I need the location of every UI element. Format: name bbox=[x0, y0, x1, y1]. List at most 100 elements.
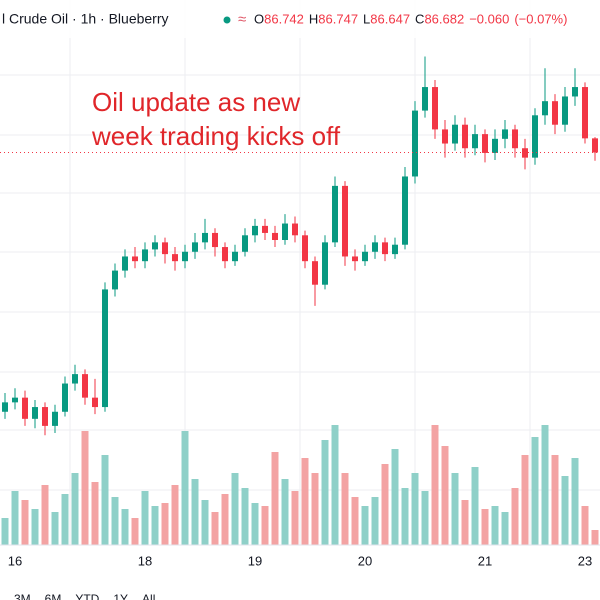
volume-bar bbox=[41, 485, 49, 545]
candle-body bbox=[452, 124, 458, 144]
volume-bar bbox=[441, 446, 449, 545]
volume-bar bbox=[21, 500, 29, 545]
candle-body bbox=[212, 232, 218, 248]
candle-body bbox=[552, 101, 558, 125]
volume-bar bbox=[461, 500, 469, 545]
volume-bar bbox=[91, 482, 99, 545]
volume-bar bbox=[81, 431, 89, 545]
volume-bar bbox=[541, 425, 549, 545]
annotation: Oil update as new bbox=[92, 87, 300, 117]
volume-bar bbox=[261, 506, 269, 545]
candle-body bbox=[312, 261, 318, 285]
volume-bar bbox=[421, 491, 429, 545]
volume-bar bbox=[551, 455, 559, 545]
candle-body bbox=[582, 87, 588, 139]
change: −0.060 bbox=[469, 11, 509, 26]
range-button[interactable]: 3M bbox=[14, 592, 31, 600]
volume-bar bbox=[1, 518, 9, 545]
candle-body bbox=[412, 110, 418, 177]
volume-bar bbox=[141, 491, 149, 545]
volume-bar bbox=[121, 509, 129, 545]
volume-bar bbox=[281, 479, 289, 545]
candle-body bbox=[282, 223, 288, 240]
volume-bar bbox=[471, 467, 479, 545]
candle-body bbox=[92, 397, 98, 408]
volume-bar bbox=[301, 458, 309, 545]
volume-bar bbox=[481, 509, 489, 545]
range-button[interactable]: YTD bbox=[75, 592, 99, 600]
candle-body bbox=[492, 138, 498, 153]
header-bg bbox=[0, 0, 600, 38]
candle-body bbox=[332, 185, 338, 243]
legend-value: 86.742 bbox=[264, 11, 304, 26]
candle-body bbox=[532, 115, 538, 158]
volume-bar bbox=[391, 449, 399, 545]
volume-bar bbox=[101, 455, 109, 545]
volume-bar bbox=[241, 488, 249, 545]
ohlc-legend: O 86.742 H 86.747 L 86.647 C 86.682 −0.060 (−0.07… bbox=[254, 11, 567, 26]
x-axis: 16 18 19 20 21 23 bbox=[8, 553, 592, 568]
volume-bar bbox=[221, 494, 229, 545]
candle-body bbox=[272, 232, 278, 240]
range-buttons: 3M 6M YTD 1Y All bbox=[14, 592, 155, 600]
volume-bar bbox=[371, 497, 379, 545]
volume-bar bbox=[111, 497, 119, 545]
legend-key: C bbox=[415, 11, 424, 26]
volume-bar bbox=[71, 473, 79, 545]
range-button[interactable]: 1Y bbox=[113, 592, 128, 600]
candle-body bbox=[32, 407, 38, 419]
candle-layer bbox=[0, 56, 600, 436]
volume-bar bbox=[491, 506, 499, 545]
candle-body bbox=[132, 256, 138, 262]
range-button[interactable]: 6M bbox=[45, 592, 62, 600]
candle-body bbox=[72, 374, 78, 384]
candle-body bbox=[352, 256, 358, 262]
volume-bar bbox=[501, 512, 509, 545]
volume-bar bbox=[331, 425, 339, 545]
volume-bar bbox=[521, 455, 529, 545]
candle-body bbox=[482, 134, 488, 153]
candle-body bbox=[2, 402, 8, 412]
candle-body bbox=[572, 87, 578, 97]
volume-bar bbox=[411, 473, 419, 545]
volume-bar bbox=[511, 488, 519, 545]
candle-body bbox=[232, 251, 238, 262]
x-tick-label: 18 bbox=[138, 553, 152, 568]
candle-body bbox=[82, 374, 88, 398]
candle-body bbox=[322, 242, 328, 285]
candle-body bbox=[402, 176, 408, 245]
x-tick-label: 21 bbox=[478, 553, 492, 568]
status-dot bbox=[223, 16, 231, 24]
volume-bar bbox=[451, 473, 459, 545]
volume-bar bbox=[311, 473, 319, 545]
candle-body bbox=[202, 232, 208, 243]
x-tick-label: 19 bbox=[248, 553, 262, 568]
candle-body bbox=[392, 244, 398, 255]
volume-bar bbox=[211, 512, 219, 545]
volume-bar bbox=[191, 479, 199, 545]
candle-body bbox=[192, 242, 198, 252]
volume-layer bbox=[1, 425, 599, 545]
candle-body bbox=[302, 235, 308, 262]
volume-bar bbox=[271, 452, 279, 545]
range-button[interactable]: All bbox=[142, 592, 155, 600]
volume-bar bbox=[561, 476, 569, 545]
candle-body bbox=[162, 242, 168, 255]
symbol: l Crude Oil · 1h · Blueberry bbox=[2, 11, 169, 27]
candle-body bbox=[562, 96, 568, 125]
candle-body bbox=[182, 251, 188, 262]
candle-body bbox=[252, 225, 258, 236]
candle-body bbox=[292, 223, 298, 236]
candle-body bbox=[502, 129, 508, 139]
volume-bar bbox=[161, 503, 169, 545]
volume-bar bbox=[231, 473, 239, 545]
candle-body bbox=[62, 383, 68, 412]
x-tick-label: 23 bbox=[578, 553, 592, 568]
candle-body bbox=[372, 242, 378, 252]
volume-bar bbox=[381, 464, 389, 545]
legend-key: O bbox=[254, 11, 264, 26]
legend-key: L bbox=[363, 11, 370, 26]
candle-body bbox=[382, 242, 388, 255]
volume-bar bbox=[531, 437, 539, 545]
